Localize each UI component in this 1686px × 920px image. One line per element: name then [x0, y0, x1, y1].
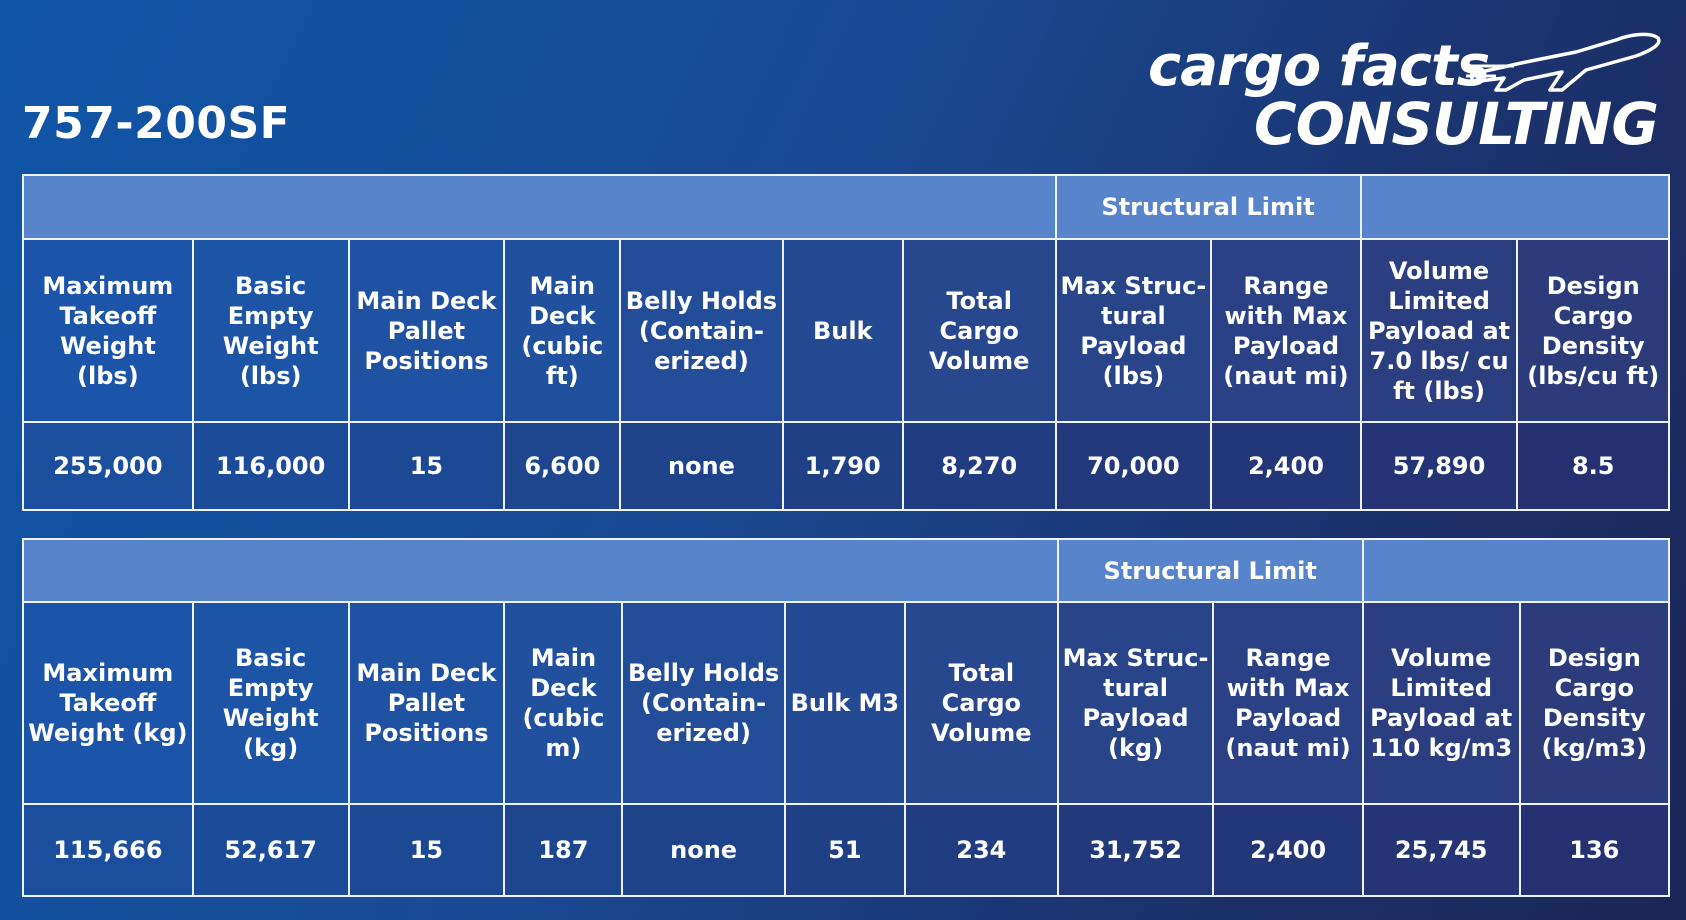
value-cell: 1,790	[781, 421, 904, 511]
value-cell: 136	[1518, 803, 1671, 897]
value-cell: 187	[503, 803, 624, 897]
header-row: Maximum Takeoff Weight (lbs) Basic Empty…	[22, 238, 1670, 423]
value-cell: 6,600	[503, 421, 622, 511]
header-row: Maximum Takeoff Weight (kg) Basic Empty …	[22, 601, 1671, 805]
value-cell: 255,000	[22, 421, 194, 511]
header-cell: Max Struc-tural Payload (lbs)	[1054, 238, 1213, 423]
header-cell: Bulk M3	[783, 601, 907, 805]
header-cell: Total Cargo Volume	[901, 238, 1057, 423]
header-cell: Design Cargo Density (lbs/cu ft)	[1516, 238, 1670, 423]
value-cell: 115,666	[22, 803, 194, 897]
value-cell: 2,400	[1210, 421, 1362, 511]
value-row: 255,000 116,000 15 6,600 none 1,790 8,27…	[22, 421, 1670, 511]
page-title: 757-200SF	[22, 98, 291, 149]
header-cell: Max Struc-tural Payload (kg)	[1056, 601, 1215, 805]
logo-line-2: CONSULTING	[1254, 90, 1659, 158]
header-cell: Main Deck (cubic m)	[503, 601, 624, 805]
value-cell: 70,000	[1054, 421, 1213, 511]
structural-limit-label: Structural Limit	[1054, 174, 1362, 240]
header-cell: Belly Holds (Contain-erized)	[619, 238, 784, 423]
band-cell-empty	[22, 538, 1059, 603]
header-cell: Basic Empty Weight (kg)	[191, 601, 350, 805]
value-cell: 15	[347, 803, 506, 897]
header-cell: Volume Limited Payload at 7.0 lbs/ cu ft…	[1359, 238, 1519, 423]
value-cell: 116,000	[191, 421, 350, 511]
metric-specs-table: Structural Limit Maximum Takeoff Weight …	[22, 538, 1671, 897]
cargo-facts-logo: cargo facts CONSULTING	[1148, 26, 1668, 158]
band-row: Structural Limit	[22, 538, 1671, 603]
value-cell: 31,752	[1056, 803, 1215, 897]
value-cell: 8.5	[1516, 421, 1670, 511]
header-cell: Belly Holds (Contain-erized)	[621, 601, 786, 805]
value-cell: 8,270	[901, 421, 1057, 511]
header-cell: Maximum Takeoff Weight (lbs)	[22, 238, 194, 423]
value-cell: 52,617	[191, 803, 350, 897]
value-cell: 234	[904, 803, 1059, 897]
header-cell: Range with Max Payload (naut mi)	[1212, 601, 1364, 805]
band-cell-empty	[1359, 174, 1671, 240]
header-cell: Maximum Takeoff Weight (kg)	[22, 601, 194, 805]
band-row: Structural Limit	[22, 174, 1671, 240]
value-cell: 25,745	[1361, 803, 1521, 897]
header-cell: Main Deck (cubic ft)	[503, 238, 622, 423]
band-cell-empty	[1361, 538, 1671, 603]
value-cell: 57,890	[1359, 421, 1519, 511]
header-cell: Range with Max Payload (naut mi)	[1210, 238, 1362, 423]
band-cell-empty	[22, 174, 1057, 240]
value-cell: 51	[783, 803, 907, 897]
airplane-icon	[1466, 32, 1661, 92]
value-cell: none	[619, 421, 784, 511]
value-cell: 2,400	[1212, 803, 1364, 897]
header-cell: Total Cargo Volume	[904, 601, 1059, 805]
value-cell: 15	[347, 421, 506, 511]
logo-line-1: cargo facts	[1148, 34, 1490, 99]
structural-limit-label: Structural Limit	[1056, 538, 1364, 603]
imperial-specs-table: Structural Limit Maximum Takeoff Weight …	[22, 174, 1671, 511]
header-cell: Volume Limited Payload at 110 kg/m3	[1361, 601, 1521, 805]
value-row: 115,666 52,617 15 187 none 51 234 31,752…	[22, 803, 1671, 897]
header-cell: Design Cargo Density (kg/m3)	[1518, 601, 1671, 805]
value-cell: none	[621, 803, 786, 897]
header-cell: Bulk	[781, 238, 904, 423]
header-cell: Main Deck Pallet Positions	[347, 601, 506, 805]
header-cell: Main Deck Pallet Positions	[347, 238, 506, 423]
header-cell: Basic Empty Weight (lbs)	[191, 238, 350, 423]
